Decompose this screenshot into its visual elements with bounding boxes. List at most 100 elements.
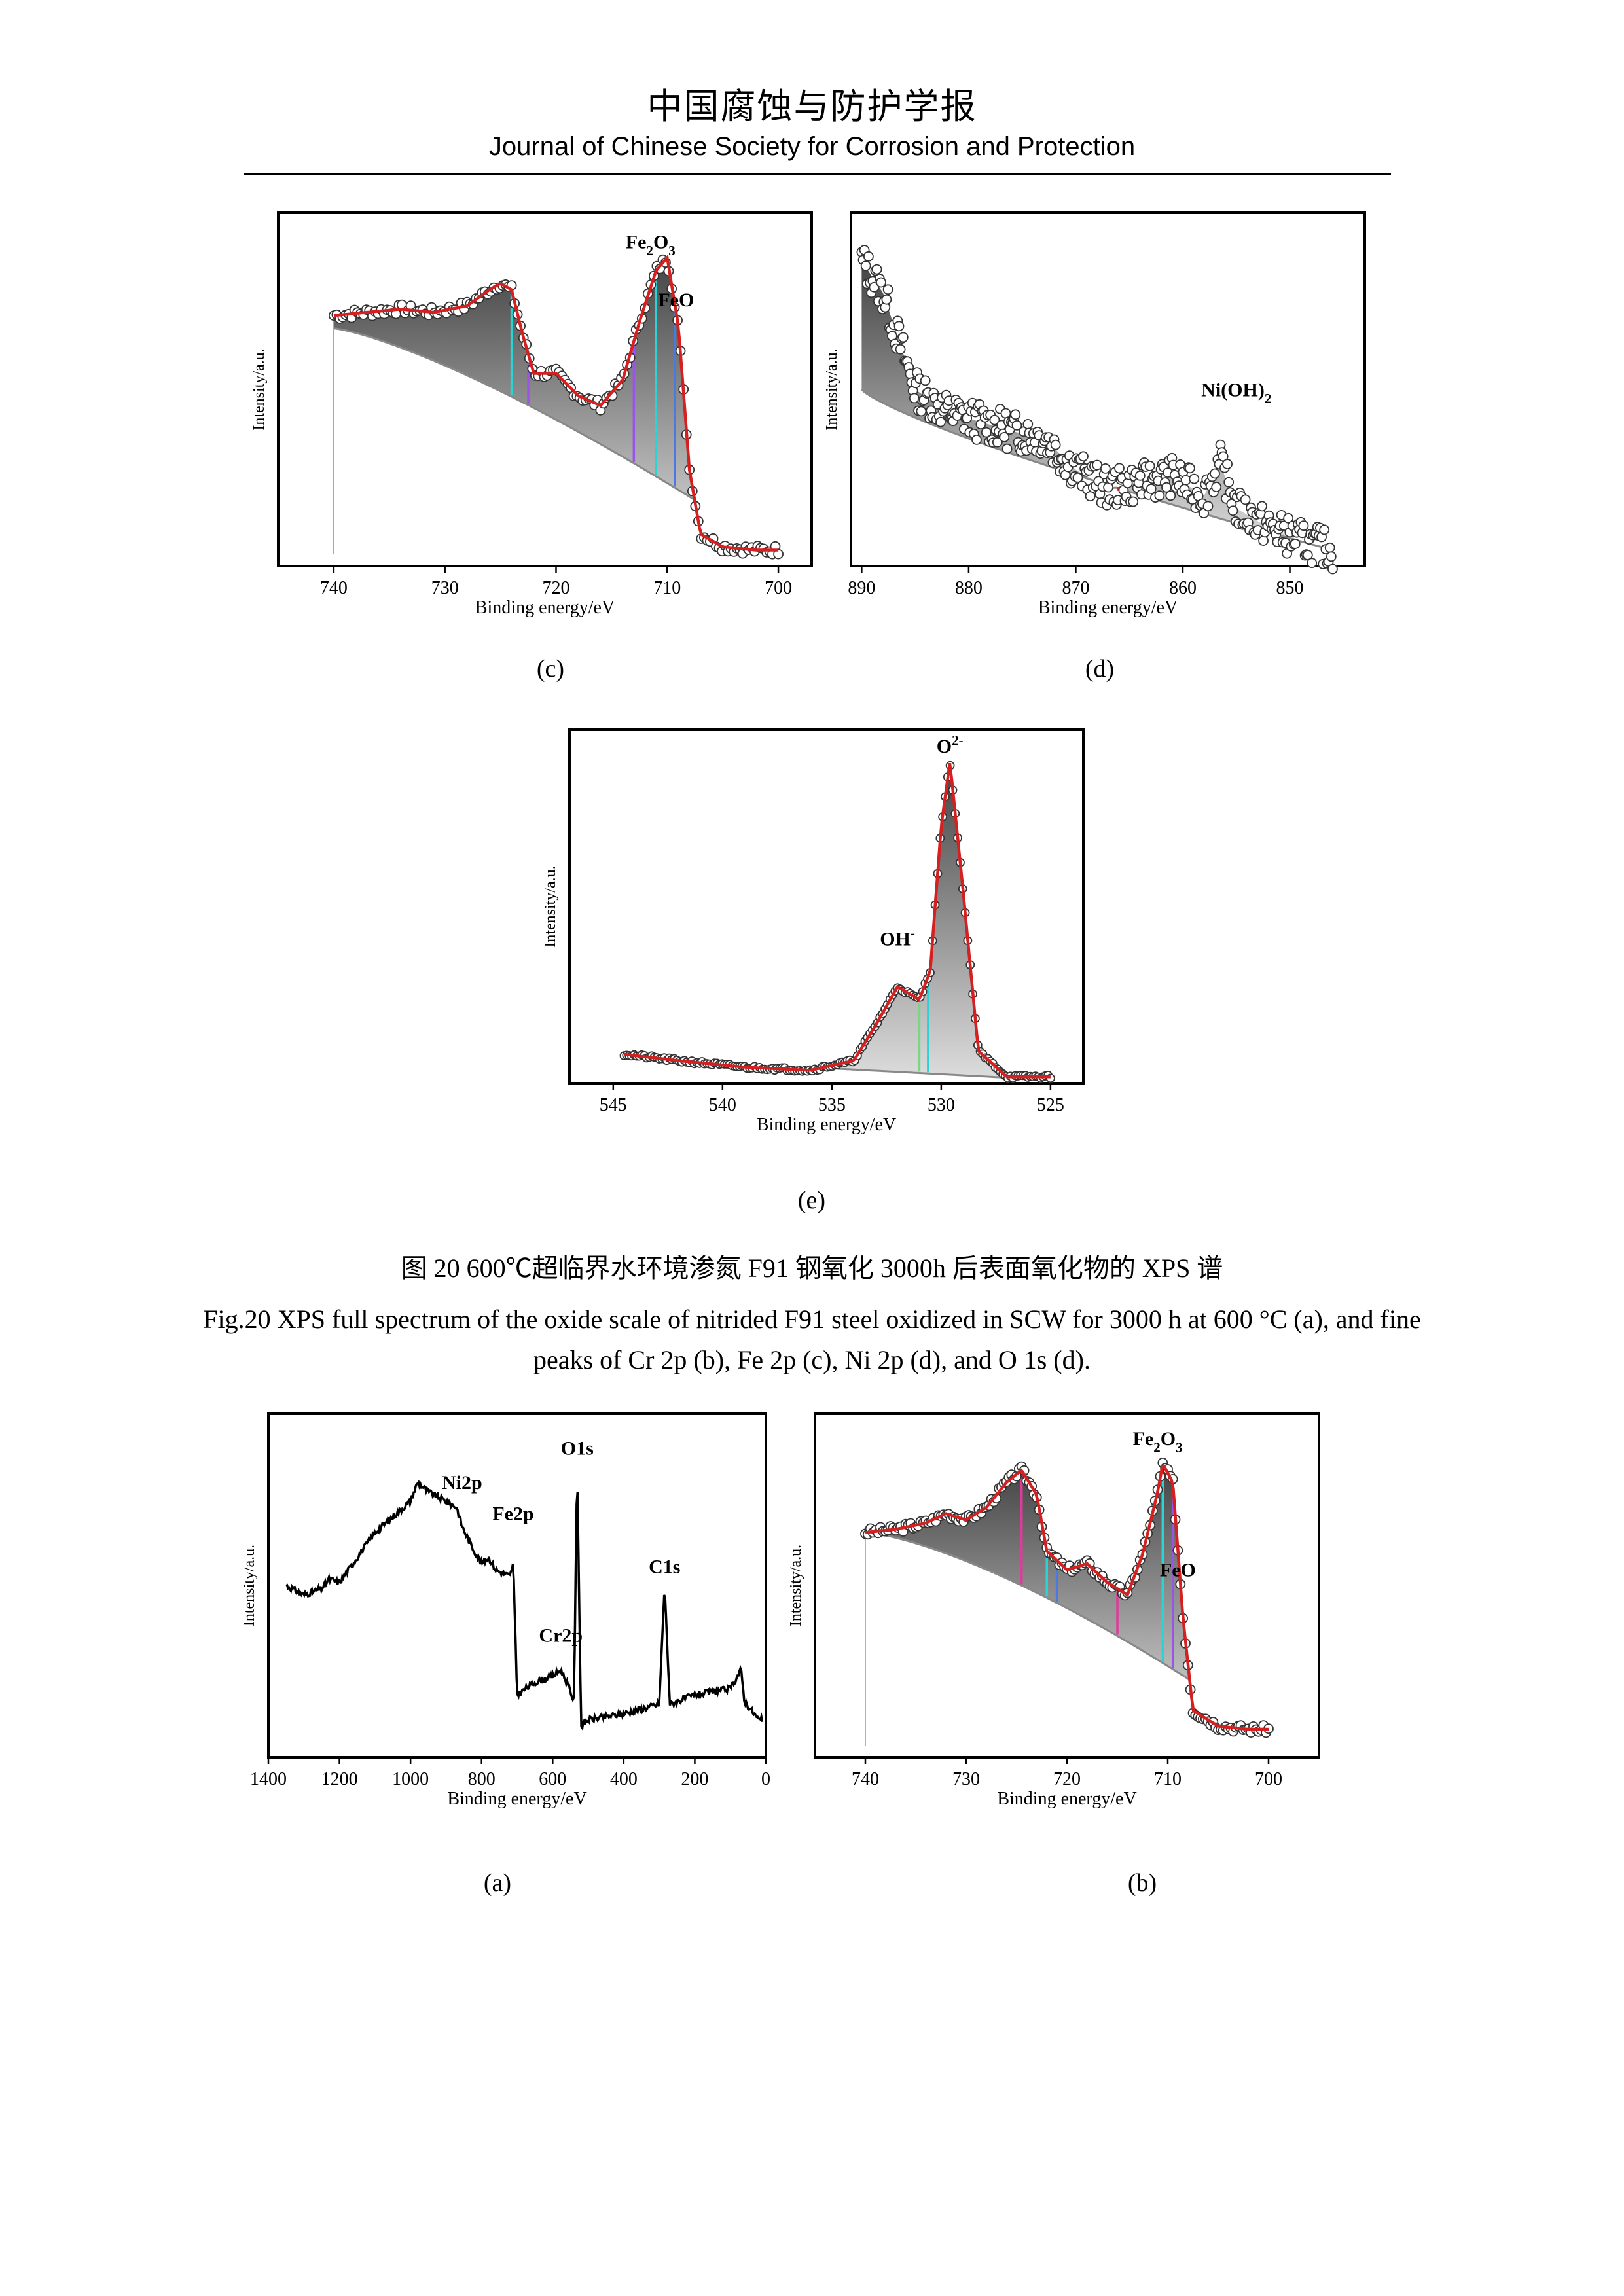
data-point — [1185, 463, 1195, 474]
data-point — [1283, 512, 1294, 524]
data-point — [1210, 468, 1220, 479]
peak-label: Ni(OH)2 — [1201, 380, 1271, 407]
data-point — [895, 344, 906, 355]
data-point — [1180, 475, 1191, 486]
data-point — [869, 281, 880, 293]
chart-panel-d: 890 880 870 860 850 Binding energy/eV Intensit… — [823, 211, 1366, 618]
x-tick-label: 0 — [761, 1769, 770, 1789]
data-point — [1222, 459, 1233, 470]
data-point — [1022, 418, 1034, 429]
x-tick-label: 710 — [1154, 1769, 1182, 1789]
data-point — [1257, 501, 1267, 512]
data-point — [971, 434, 982, 445]
x-tick-label: 400 — [610, 1769, 638, 1789]
data-point — [1202, 501, 1214, 512]
data-point — [1154, 490, 1165, 501]
data-point — [1100, 463, 1111, 474]
plot-area: 740 730 720 710 700 Binding energy/eV Intensit… — [251, 211, 813, 618]
peak-label: OH- — [880, 925, 915, 950]
panel-label-c: (c) — [536, 655, 565, 683]
background-line — [333, 327, 779, 554]
panel-label-b: (b) — [1127, 1869, 1157, 1897]
chart-panel-b: 740 730 720 710 700 Binding energy/eV Intensit… — [787, 1412, 1320, 1809]
data-point — [1258, 535, 1269, 547]
x-tick-label: 530 — [928, 1095, 955, 1115]
fit-envelope-line — [333, 254, 779, 552]
panel-label-a: (a) — [483, 1869, 512, 1897]
chart-panel-c: 740 730 720 710 700 Binding energy/eV Intensit… — [251, 211, 813, 618]
y-axis-label: Intensity/a.u. — [242, 1545, 258, 1626]
peak-label: Ni2p — [442, 1472, 482, 1494]
x-tick-label: 1400 — [250, 1769, 287, 1789]
x-tick-label: 850 — [1276, 578, 1304, 598]
journal-title-cn: 中国腐蚀与防护学报 — [647, 86, 977, 127]
figure-caption-cn: 图 20 600℃超临界水环境渗氮 F91 钢氧化 3000h 后表面氧化物的 … — [401, 1253, 1223, 1283]
x-tick-label: 540 — [709, 1095, 736, 1115]
data-point — [1327, 564, 1338, 575]
figure-caption-en: Fig.20 XPS full spectrum of the oxide sc… — [203, 1304, 1421, 1374]
x-tick-label: 890 — [848, 578, 875, 598]
data-point — [882, 284, 893, 295]
fitted-component-area — [333, 257, 779, 554]
data-point — [1324, 542, 1335, 553]
x-tick-label: 730 — [952, 1769, 980, 1789]
y-axis-label: Intensity/a.u. — [823, 348, 840, 430]
peak-label: Fe2O3 — [1133, 1428, 1183, 1456]
data-point — [1134, 470, 1146, 481]
survey-spectrum-line — [285, 1479, 764, 1731]
data-point — [1240, 494, 1251, 505]
peak-label: Fe2O3 — [626, 232, 676, 259]
fit-envelope-line — [865, 1465, 1269, 1731]
x-tick-label: 1200 — [321, 1769, 358, 1789]
x-tick-label: 880 — [955, 578, 983, 598]
data-point — [1319, 524, 1330, 535]
data-point — [1144, 461, 1155, 471]
data-point — [1302, 550, 1313, 560]
peak-label: Cr2p — [539, 1625, 583, 1647]
data-point — [1307, 558, 1318, 569]
data-point — [876, 277, 886, 288]
x-tick-label: 800 — [468, 1769, 496, 1789]
x-tick-label: 720 — [1053, 1769, 1081, 1789]
data-point — [1211, 482, 1222, 493]
data-point — [1223, 476, 1235, 488]
x-tick-label: 535 — [818, 1095, 846, 1115]
plot-area: 890 880 870 860 850 Binding energy/eV Intensit… — [823, 211, 1366, 618]
header-rule — [244, 173, 1391, 175]
data-point — [916, 406, 927, 417]
data-point — [860, 260, 871, 272]
peak-label: O2- — [937, 732, 964, 757]
data-point — [1298, 520, 1309, 531]
y-axis-label: Intensity/a.u. — [251, 348, 268, 430]
x-tick-label: 700 — [1255, 1769, 1282, 1789]
data-point — [1072, 472, 1083, 483]
data-point — [935, 416, 946, 427]
fitted-component-area — [624, 763, 1051, 1081]
peak-label: FeO — [1160, 1560, 1196, 1581]
peak-label: O1s — [561, 1437, 594, 1459]
x-tick-label: 525 — [1037, 1095, 1064, 1115]
peak-label: C1s — [649, 1556, 680, 1578]
fitted-component-area — [865, 1466, 1269, 1732]
peak-label: Fe2p — [492, 1503, 533, 1525]
x-tick-label: 700 — [765, 578, 792, 598]
data-point — [863, 251, 874, 262]
x-axis-label: Binding energy/eV — [475, 598, 615, 618]
data-point — [1227, 505, 1238, 516]
data-point — [989, 414, 1000, 425]
data-point — [1165, 490, 1176, 501]
data-point — [897, 332, 909, 343]
data-point — [893, 321, 905, 332]
chart-panel-a: 1400 1200 1000 800 600 400 200 0 Binding energy/… — [242, 1412, 770, 1809]
x-tick-label: 740 — [852, 1769, 879, 1789]
plot-area: 1400 1200 1000 800 600 400 200 0 Binding energy/… — [242, 1412, 770, 1809]
data-point — [1085, 491, 1096, 502]
fit-envelope-line — [624, 763, 1051, 1079]
x-tick-label: 1000 — [392, 1769, 429, 1789]
data-point — [920, 375, 931, 386]
plot-frame — [267, 1412, 767, 1759]
y-axis-label: Intensity/a.u. — [787, 1545, 804, 1626]
panel-label-d: (d) — [1085, 655, 1115, 683]
x-axis-label: Binding energy/eV — [447, 1789, 586, 1809]
x-tick-label: 600 — [539, 1769, 566, 1789]
